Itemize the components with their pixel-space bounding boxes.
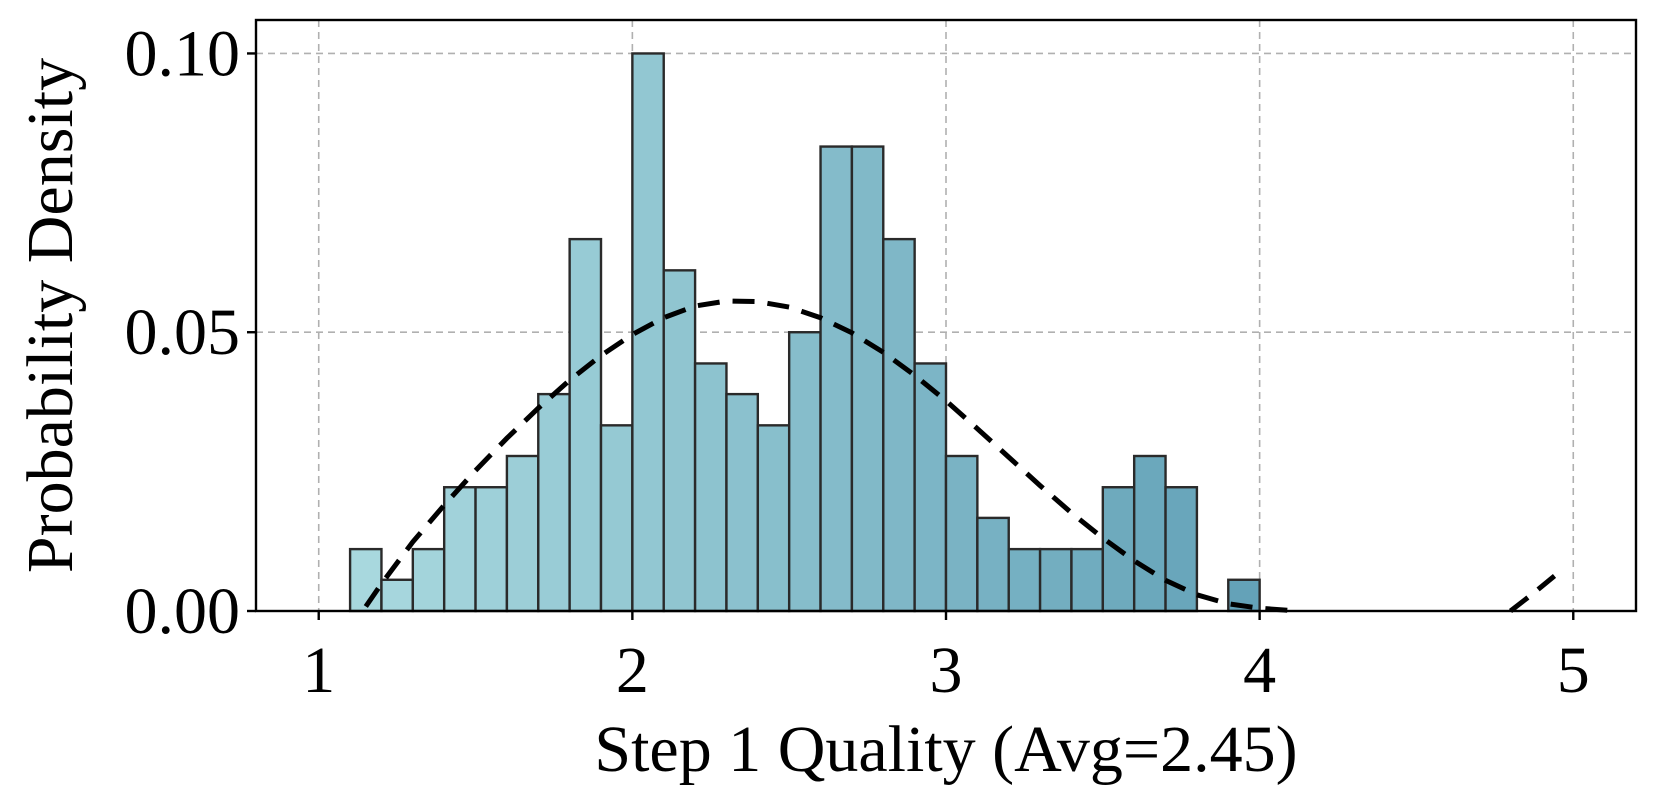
x-axis-title: Step 1 Quality (Avg=2.45) — [594, 713, 1297, 786]
ticks-layer: 1 2 3 4 5 0.00 0.05 0.10 — [125, 17, 1590, 707]
histogram-bar — [442, 486, 477, 613]
histogram-bar — [1070, 547, 1105, 613]
y-tick-label: 0.00 — [125, 575, 241, 648]
histogram-bar — [662, 269, 697, 613]
histogram-bar — [944, 454, 979, 613]
x-tick-label: 4 — [1243, 634, 1276, 707]
histogram-bar — [474, 486, 509, 613]
histogram-bar — [1132, 454, 1167, 613]
fit-curve-line — [363, 298, 1298, 614]
histogram-bar — [1164, 486, 1199, 613]
histogram-bar — [411, 547, 446, 613]
x-tick-label: 2 — [616, 634, 649, 707]
histogram-bar — [537, 392, 571, 613]
histogram-bar — [599, 424, 634, 613]
histogram-bar — [756, 424, 791, 613]
histogram-bar — [976, 516, 1010, 613]
x-tick-label: 3 — [930, 634, 963, 707]
x-tick-label: 5 — [1557, 634, 1590, 707]
histogram-bar — [693, 362, 728, 613]
histogram-bar — [913, 362, 948, 613]
histogram-bar — [380, 578, 415, 613]
histogram-bar — [505, 454, 540, 613]
y-tick-label: 0.05 — [125, 296, 241, 369]
histogram-bar — [348, 547, 383, 613]
histogram-bar — [787, 331, 822, 613]
histogram-bar — [1007, 547, 1042, 613]
histogram-bar — [850, 145, 885, 613]
y-axis-title: Probability Density — [14, 58, 87, 573]
histogram-bar — [568, 237, 603, 613]
fit-curve-tail — [1508, 573, 1557, 613]
histogram-bar — [882, 237, 916, 613]
histogram-bar — [1038, 547, 1073, 613]
fit-curve-layer — [363, 298, 1557, 614]
x-tick-label: 1 — [302, 634, 335, 707]
y-tick-label: 0.10 — [125, 17, 241, 90]
histogram-bar — [819, 145, 854, 613]
histogram-bar — [725, 392, 760, 613]
